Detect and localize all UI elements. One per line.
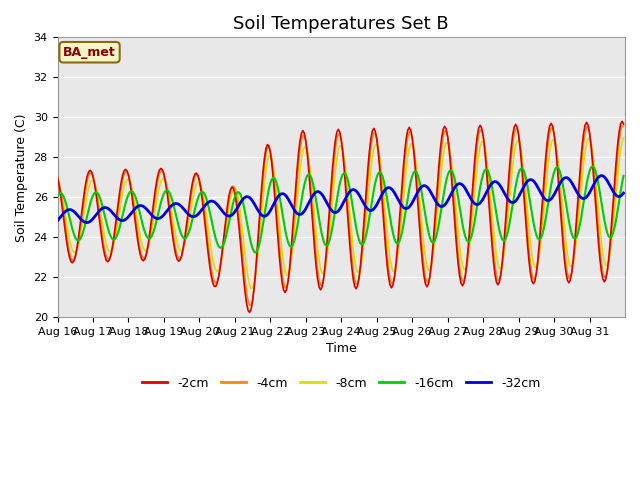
-2cm xyxy=(346,246,354,252)
-32cm xyxy=(620,190,627,196)
-2cm xyxy=(73,246,81,252)
-8cm xyxy=(459,262,467,268)
-2cm xyxy=(617,121,625,127)
-4cm xyxy=(617,128,625,134)
-4cm xyxy=(246,302,253,308)
-32cm xyxy=(83,220,91,226)
-16cm xyxy=(620,173,627,179)
Text: BA_met: BA_met xyxy=(63,46,116,59)
Title: Soil Temperatures Set B: Soil Temperatures Set B xyxy=(234,15,449,33)
-4cm xyxy=(54,174,61,180)
Y-axis label: Soil Temperature (C): Soil Temperature (C) xyxy=(15,113,28,241)
-16cm xyxy=(91,190,99,196)
-16cm xyxy=(459,221,467,227)
Line: -32cm: -32cm xyxy=(58,176,623,223)
Line: -16cm: -16cm xyxy=(58,166,623,252)
-2cm xyxy=(620,121,627,127)
-16cm xyxy=(73,237,81,243)
Legend: -2cm, -4cm, -8cm, -16cm, -32cm: -2cm, -4cm, -8cm, -16cm, -32cm xyxy=(137,372,545,395)
Line: -8cm: -8cm xyxy=(58,138,623,288)
-16cm xyxy=(346,188,354,194)
-4cm xyxy=(346,235,354,241)
-8cm xyxy=(543,176,550,182)
-8cm xyxy=(620,135,627,141)
-4cm xyxy=(73,249,81,254)
-32cm xyxy=(459,182,467,188)
-32cm xyxy=(73,212,81,217)
-8cm xyxy=(346,215,354,220)
-2cm xyxy=(91,181,99,187)
-16cm xyxy=(54,193,61,199)
-2cm xyxy=(543,144,550,150)
-2cm xyxy=(246,310,253,315)
-16cm xyxy=(252,250,259,255)
Line: -2cm: -2cm xyxy=(58,121,623,312)
-4cm xyxy=(620,123,627,129)
-8cm xyxy=(73,247,81,253)
-32cm xyxy=(543,197,550,203)
-16cm xyxy=(618,180,626,186)
X-axis label: Time: Time xyxy=(326,342,356,356)
-32cm xyxy=(54,218,61,224)
Line: -4cm: -4cm xyxy=(58,126,623,305)
-32cm xyxy=(92,212,100,218)
-8cm xyxy=(247,286,255,291)
-16cm xyxy=(543,210,550,216)
-4cm xyxy=(459,278,467,284)
-2cm xyxy=(54,175,61,180)
-4cm xyxy=(543,155,550,160)
-4cm xyxy=(91,179,99,184)
-2cm xyxy=(459,283,467,288)
-2cm xyxy=(618,119,626,124)
-8cm xyxy=(54,179,61,184)
-32cm xyxy=(346,188,354,194)
-8cm xyxy=(91,180,99,186)
-32cm xyxy=(618,192,626,198)
-16cm xyxy=(589,163,596,169)
-32cm xyxy=(598,173,605,179)
-8cm xyxy=(617,148,625,154)
